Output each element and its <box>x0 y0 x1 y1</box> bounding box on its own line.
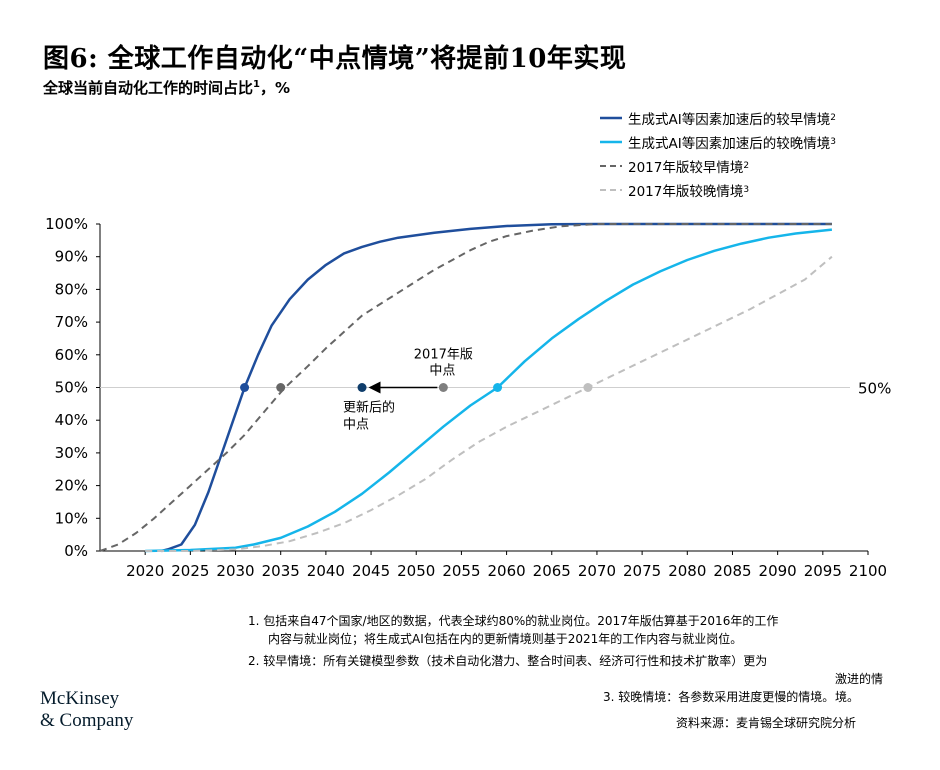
subtitle-footnote-ref: 1 <box>253 79 260 90</box>
line-chart: 50% 0% 10% 20% 30% 40% 50% 60% 70% 80% 90% 100% 2020… <box>45 215 891 580</box>
legend-label: 生成式AI等因素加速后的较晚情境 <box>628 136 831 152</box>
legend-item-early-genai: 生成式AI等因素加速后的较早情境 2 <box>600 106 836 130</box>
y-tick-label: 0% <box>64 542 88 560</box>
y-tick-label: 90% <box>55 248 88 266</box>
legend-item-early-2017: 2017年版较早情境 2 <box>600 154 836 178</box>
footnote-2: 2. 较早情境：所有关键模型参数（技术自动化潜力、整合时间表、经济可行性和技术扩… <box>248 654 768 668</box>
series-line-3 <box>145 255 833 552</box>
x-tick-label: 2020 <box>126 562 164 580</box>
subtitle-text: 全球当前自动化工作的时间占比 <box>43 79 254 97</box>
legend-item-late-2017: 2017年版较晚情境 3 <box>600 178 836 202</box>
legend-label: 生成式AI等因素加速后的较早情境 <box>628 112 831 128</box>
x-tick-label: 2065 <box>533 562 571 580</box>
footnote-1-cont: 内容与就业岗位；将生成式AI包括在内的更新情境则基于2021年的工作内容与就业岗… <box>268 632 743 646</box>
y-tick-label: 100% <box>45 215 88 233</box>
y-tick-label: 10% <box>55 509 88 527</box>
x-tick-label: 2095 <box>804 562 842 580</box>
legend-swatch-early-genai <box>600 116 622 120</box>
legend-label: 2017年版较晚情境 <box>628 184 744 200</box>
legend-swatch-early-2017 <box>600 165 622 167</box>
midpoint-marker-2 <box>276 383 286 392</box>
footnote-3: 3. 较晚情境：各参数采用进度更慢的情境。 <box>603 690 835 704</box>
x-tick-label: 2035 <box>262 562 300 580</box>
x-tick-label: 2085 <box>713 562 751 580</box>
footnote-1: 1. 包括来自47个国家/地区的数据，代表全球约80%的就业岗位。2017年版估… <box>248 614 779 628</box>
subtitle-unit: ，% <box>259 79 291 97</box>
x-tick-label: 2050 <box>397 562 435 580</box>
footnote-2-cont: 激进的情境。 <box>835 672 884 704</box>
x-tick-label: 2040 <box>307 562 345 580</box>
midpoint-marker-3 <box>583 383 593 392</box>
x-tick-label: 2060 <box>487 562 525 580</box>
legend-footnote-ref: 2 <box>830 113 836 123</box>
legend-label: 2017年版较早情境 <box>628 160 744 176</box>
series-line-0 <box>161 222 832 553</box>
chart-subtitle: 全球当前自动化工作的时间占比1，% <box>43 77 290 98</box>
new-midpoint-label-line2: 中点 <box>343 418 369 433</box>
legend-swatch-late-2017 <box>600 189 622 191</box>
old-midpoint-label-line2: 中点 <box>429 364 455 379</box>
series-line-2 <box>99 223 832 552</box>
y-tick-label: 50% <box>55 379 88 397</box>
y-tick-label: 70% <box>55 313 88 331</box>
x-tick-label: 2080 <box>668 562 706 580</box>
old-midpoint-label-line1: 2017年版 <box>414 348 473 363</box>
legend-item-late-genai: 生成式AI等因素加速后的较晚情境 3 <box>600 130 836 154</box>
y-tick-label: 20% <box>55 477 88 495</box>
x-tick-label: 2070 <box>578 562 616 580</box>
y-tick-label: 40% <box>55 411 88 429</box>
legend-footnote-ref: 3 <box>743 185 750 195</box>
y-tick-label: 80% <box>55 280 88 298</box>
legend-footnote-ref: 3 <box>830 137 836 147</box>
reference-line-label: 50% <box>858 380 891 398</box>
x-tick-label: 2090 <box>759 562 797 580</box>
legend-footnote-ref: 2 <box>743 161 750 171</box>
old-midpoint-marker <box>438 383 448 392</box>
x-tick-label: 2055 <box>442 562 480 580</box>
midpoint-marker-1 <box>493 383 503 392</box>
y-tick-label: 60% <box>55 346 88 364</box>
series-line-1 <box>145 228 833 553</box>
chart-legend: 生成式AI等因素加速后的较早情境 2 生成式AI等因素加速后的较晚情境 3 2017… <box>600 106 836 202</box>
mckinsey-logo: McKinsey & Company <box>40 688 133 732</box>
x-tick-label: 2100 <box>849 562 887 580</box>
new-midpoint-label-line1: 更新后的 <box>343 400 395 416</box>
brand-line-1: McKinsey <box>40 688 120 709</box>
new-midpoint-marker <box>357 383 367 392</box>
brand-line-2: & Company <box>40 710 134 731</box>
legend-swatch-late-genai <box>600 140 622 144</box>
page-title: 图6: 全球工作自动化“中点情境”将提前10年实现 <box>43 44 627 74</box>
x-tick-label: 2025 <box>171 562 209 580</box>
x-tick-label: 2075 <box>623 562 661 580</box>
x-tick-label: 2030 <box>216 562 254 580</box>
midpoint-marker-0 <box>240 383 250 392</box>
source-note: 资料来源：麦肯锡全球研究院分析 <box>676 716 857 730</box>
x-tick-label: 2045 <box>352 562 390 580</box>
y-tick-label: 30% <box>55 444 88 462</box>
